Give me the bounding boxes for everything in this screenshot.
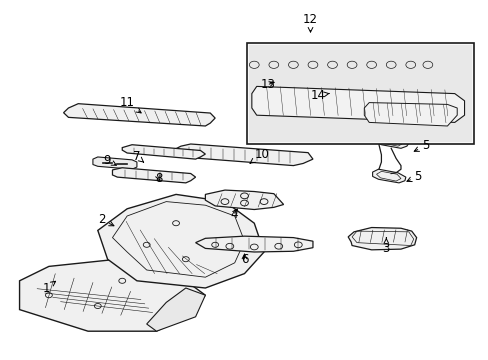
Text: 14: 14 [310,89,329,102]
Polygon shape [347,228,416,250]
Text: 9: 9 [102,154,116,167]
Polygon shape [195,236,312,252]
Text: 5: 5 [413,139,428,152]
Polygon shape [20,259,205,331]
Polygon shape [122,145,205,159]
Polygon shape [205,190,283,210]
Text: 11: 11 [120,96,141,113]
Text: 6: 6 [240,253,248,266]
Text: 1: 1 [42,281,56,294]
Polygon shape [251,86,464,122]
Polygon shape [112,168,195,183]
Polygon shape [376,136,408,148]
Text: 10: 10 [249,148,268,163]
Polygon shape [146,288,205,331]
Text: 2: 2 [98,213,114,226]
Text: 13: 13 [260,78,275,91]
Text: 4: 4 [229,208,237,221]
Text: 3: 3 [382,238,389,255]
Text: 8: 8 [155,172,163,185]
Polygon shape [63,104,215,126]
Polygon shape [98,194,264,288]
Text: 12: 12 [303,13,317,32]
Bar [246,43,473,144]
Bar [249,45,471,142]
Polygon shape [372,169,405,183]
Polygon shape [93,157,137,169]
Polygon shape [364,103,456,126]
Text: 7: 7 [133,150,143,163]
Polygon shape [171,144,312,166]
Text: 5: 5 [406,170,421,183]
